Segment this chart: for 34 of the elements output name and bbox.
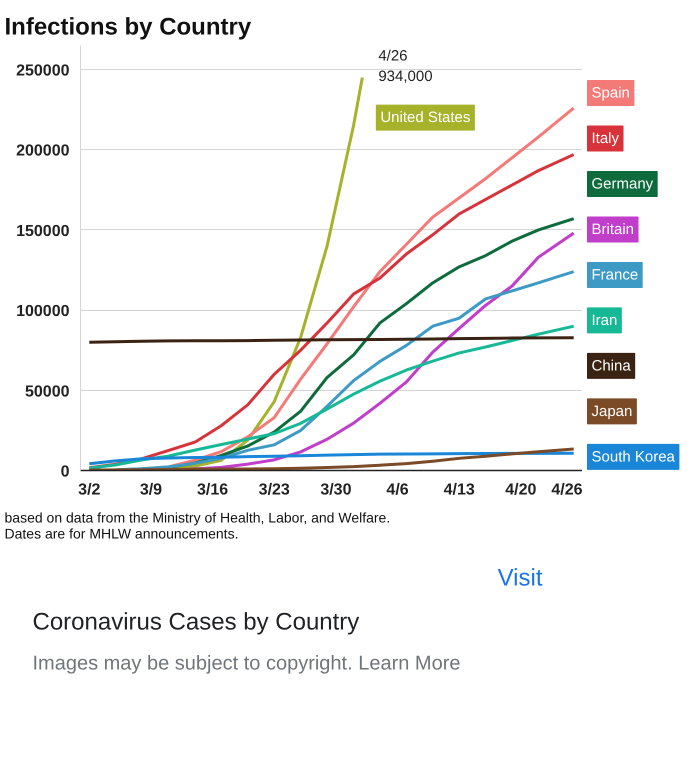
x-tick-label: 4/6 [386, 482, 409, 498]
series-label: Italy [592, 130, 620, 148]
chart-title: Infections by Country [4, 14, 252, 40]
y-tick-label: 250000 [16, 62, 70, 80]
series-label: Spain [592, 84, 630, 102]
text: Japan [592, 402, 632, 420]
x-tick-label: 4/20 [505, 482, 537, 498]
series-label: China [592, 357, 632, 374]
text: Images may be subject to copyright. Learn More [32, 652, 460, 674]
line-series [88, 324, 576, 470]
y-tick-label: 200000 [16, 142, 70, 160]
y-tick-label: 100000 [16, 303, 70, 320]
series-label: South Korea [592, 448, 676, 466]
text: based on data from the Ministry of Health, Labor, and Welfare. Dates are for MHLW announcements. [4, 510, 390, 542]
x-tick-label: 3/2 [78, 482, 101, 498]
series-label: United States [380, 109, 470, 126]
x-tick-label: 3/30 [320, 482, 352, 498]
y-tick-label: 150000 [16, 222, 70, 240]
series-label: France [592, 266, 638, 284]
x-tick-label: 3/9 [140, 482, 162, 498]
series-label: Britain [592, 220, 634, 238]
annotation: 4/26 934,000 [378, 48, 433, 85]
x-tick-label: 4/26 [551, 482, 583, 498]
line-series [88, 452, 576, 466]
text: Visit [498, 564, 543, 592]
text: Germany [592, 176, 654, 193]
line-series [88, 448, 576, 470]
y-tick-label: 0 [60, 464, 70, 480]
series-label: Iran [592, 312, 618, 329]
x-tick-label: 3/23 [258, 482, 290, 498]
text: Coronavirus Cases by Country [32, 608, 360, 636]
y-tick-label: 50000 [25, 383, 70, 400]
x-tick-label: 3/16 [197, 482, 228, 498]
x-tick-label: 4/13 [444, 482, 475, 498]
